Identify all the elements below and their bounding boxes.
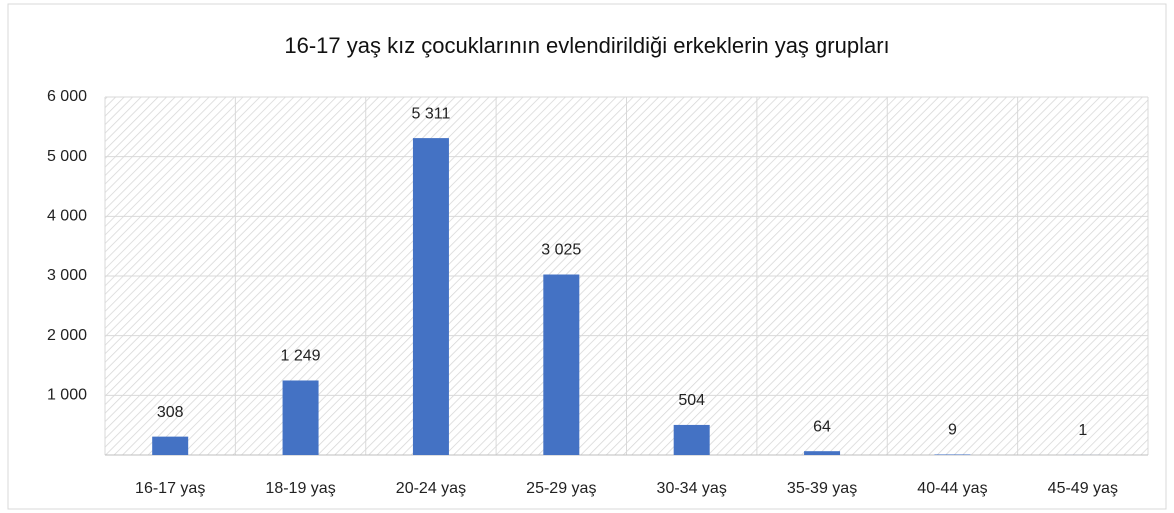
- chart-title: 16-17 yaş kız çocuklarının evlendirildiğ…: [284, 33, 889, 58]
- bar: [152, 436, 189, 455]
- x-tick-label: 40-44 yaş: [917, 480, 987, 497]
- data-label: 64: [813, 418, 831, 435]
- x-tick-label: 20-24 yaş: [396, 480, 466, 497]
- y-tick-label: 5 000: [47, 148, 87, 165]
- y-tick-label: 6 000: [47, 88, 87, 105]
- data-label: 9: [948, 422, 957, 439]
- x-tick-label: 35-39 yaş: [787, 480, 857, 497]
- y-tick-label: 2 000: [47, 327, 87, 344]
- data-label: 3 025: [541, 242, 581, 259]
- data-label: 308: [157, 404, 184, 421]
- y-tick-label: 1 000: [47, 387, 87, 404]
- data-label: 504: [678, 392, 705, 409]
- bar: [282, 380, 319, 455]
- y-tick-label: 3 000: [47, 267, 87, 284]
- bar: [412, 138, 449, 455]
- x-tick-label: 18-19 yaş: [265, 480, 335, 497]
- bar: [934, 454, 971, 455]
- y-tick-label: 4 000: [47, 208, 87, 225]
- data-label: 5 311: [412, 105, 451, 122]
- bar: [804, 451, 841, 455]
- x-tick-label: 25-29 yaş: [526, 480, 596, 497]
- data-label: 1 249: [281, 348, 321, 365]
- x-tick-label: 45-49 yaş: [1048, 480, 1118, 497]
- bar: [673, 424, 710, 455]
- data-label: 1: [1078, 422, 1087, 439]
- bar: [543, 274, 580, 455]
- x-tick-label: 16-17 yaş: [135, 480, 205, 497]
- x-tick-label: 30-34 yaş: [657, 480, 727, 497]
